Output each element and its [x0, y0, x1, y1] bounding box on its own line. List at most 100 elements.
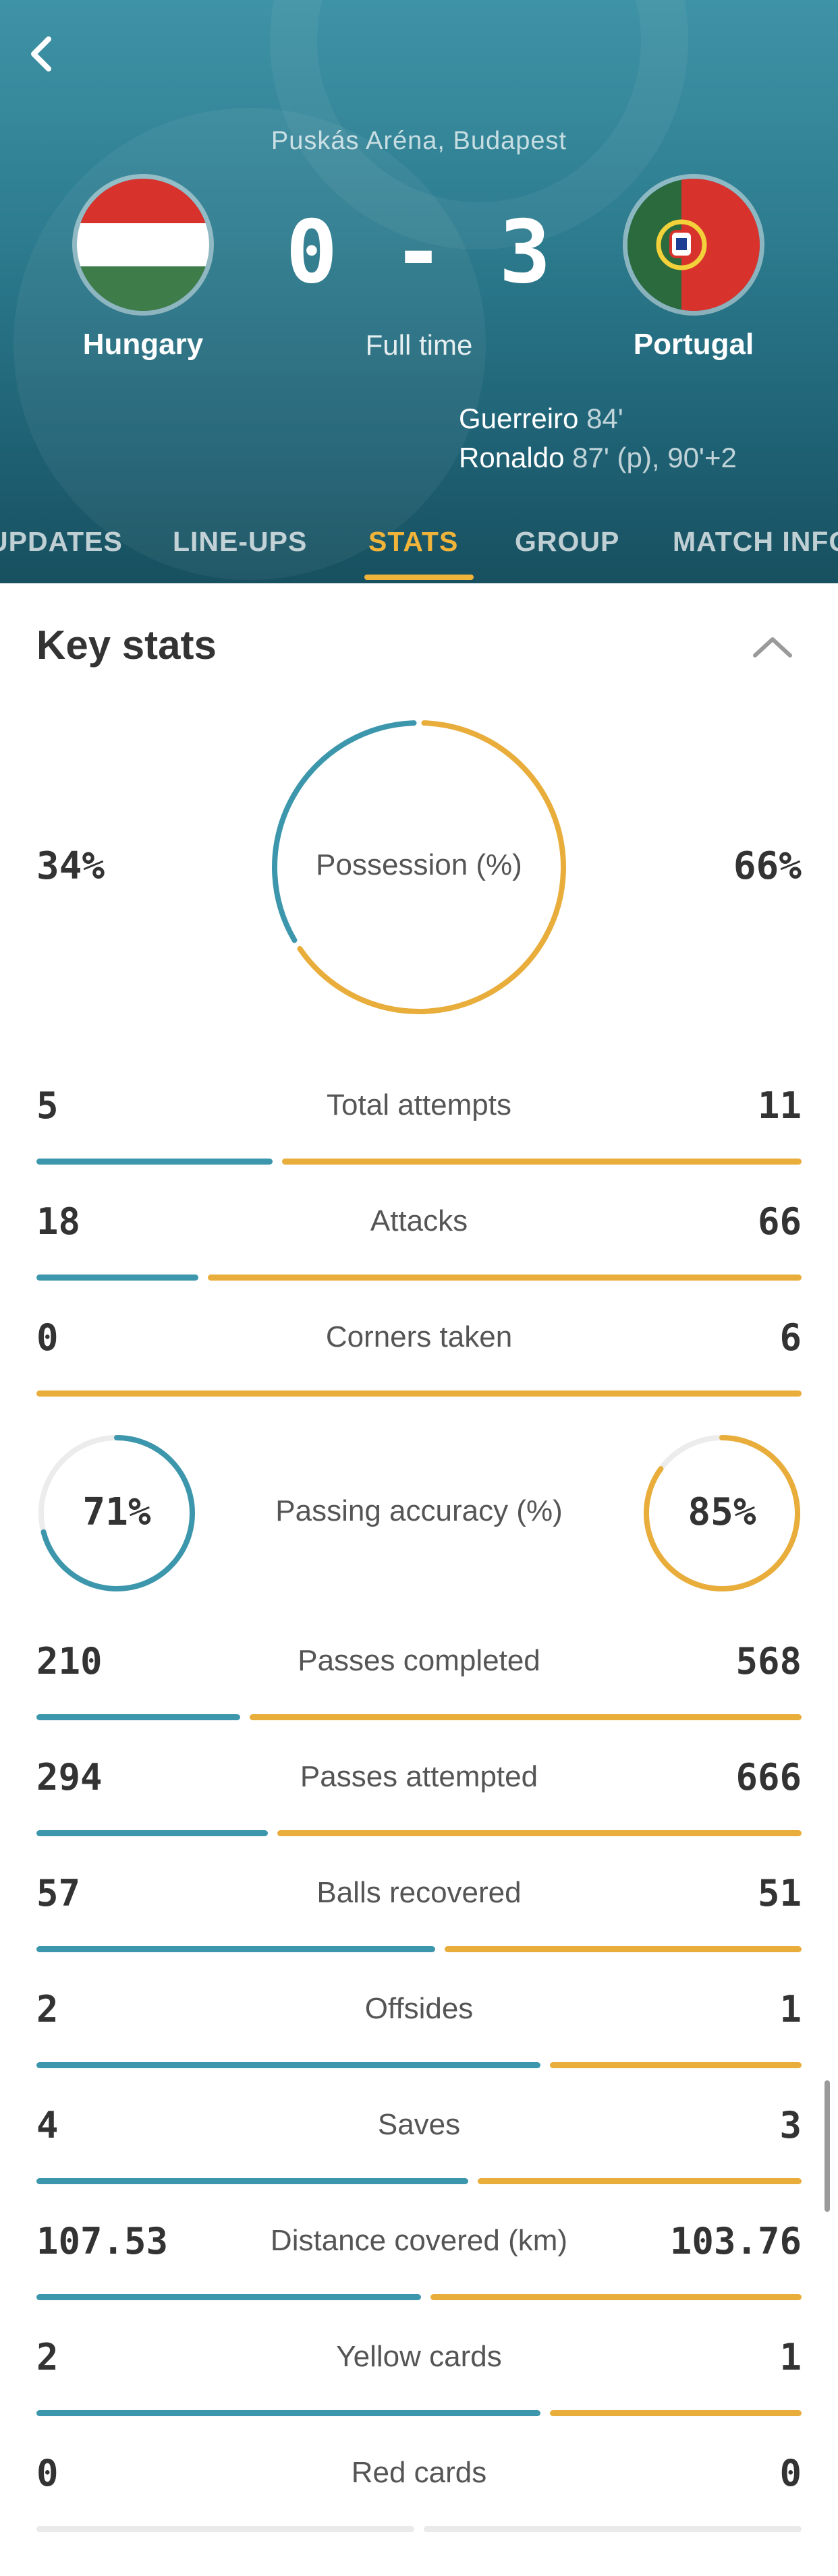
away-stat-bar: [549, 2062, 802, 2068]
match-tabs: UPDATES LINE-UPS STATS GROUP MATCH INFO: [0, 519, 838, 583]
stat-label: Passes attempted: [300, 1760, 538, 1793]
away-stat-value: 568: [735, 1640, 802, 1682]
scorer-line: Guerreiro 84': [459, 399, 737, 438]
home-stat-value: 0: [36, 2452, 59, 2494]
away-stat-value: 66: [757, 1200, 802, 1243]
possession-home-arc: [272, 720, 417, 943]
away-stat-bar: [250, 1714, 802, 1720]
away-stat-value: 3: [779, 2104, 802, 2146]
match-score: 0 - 3: [285, 202, 553, 303]
key-stats-title: Key stats: [36, 622, 217, 668]
away-stat-bar: [36, 1391, 802, 1397]
home-stat-bar: [36, 2410, 540, 2416]
home-stat-bar: [36, 2178, 468, 2184]
home-team-name[interactable]: Hungary: [82, 328, 204, 361]
stat-row: 4 Saves 3: [0, 2104, 838, 2220]
home-stat-bar: [36, 1159, 273, 1165]
home-stat-value: 57: [36, 1872, 81, 1914]
away-stat-value: 11: [757, 1084, 802, 1127]
away-stat-value: 1: [779, 2336, 802, 2378]
match-header: Puskás Aréna, Budapest Hungary Portugal …: [0, 0, 838, 583]
away-team-name[interactable]: Portugal: [633, 328, 754, 361]
stat-label: Total attempts: [327, 1088, 511, 1121]
stat-row: 294 Passes attempted 666: [0, 1756, 838, 1872]
home-accuracy-arc: [40, 1435, 195, 1591]
away-stat-bar: [478, 2178, 802, 2184]
scorer-line: Ronaldo 87' (p), 90'+2: [459, 438, 737, 477]
away-stat-bar: [277, 1830, 802, 1836]
stat-label: Yellow cards: [336, 2340, 502, 2373]
home-passing-accuracy-ring: [38, 1435, 195, 1591]
home-stat-value: 0: [36, 1316, 59, 1359]
stat-row: 5 Total attempts 11: [0, 1084, 838, 1200]
away-passing-accuracy: 85%: [688, 1490, 756, 1534]
home-possession: 34%: [36, 844, 105, 888]
scrollbar[interactable]: [825, 2080, 830, 2212]
tab-line-ups[interactable]: LINE-UPS: [173, 526, 308, 557]
tab-group[interactable]: GROUP: [515, 526, 620, 557]
home-stat-value: 2: [36, 1988, 59, 2030]
chevron-left-icon: [31, 36, 51, 71]
goal-scorers: Guerreiro 84' Ronaldo 87' (p), 90'+2: [459, 399, 737, 477]
away-stat-value: 666: [735, 1756, 802, 1798]
away-stat-bar: [430, 2294, 802, 2300]
scorer-name: Ronaldo: [459, 442, 565, 473]
home-stat-value: 2: [36, 2336, 59, 2378]
home-stat-bar: [36, 1830, 268, 1836]
away-stat-bar: [549, 2410, 802, 2416]
away-passing-accuracy-ring: [644, 1435, 800, 1591]
home-stat-bar: [36, 2294, 421, 2300]
away-stat-bar: [445, 1946, 802, 1952]
scorer-name: Guerreiro: [459, 403, 579, 434]
stat-label: Balls recovered: [316, 1876, 522, 1909]
venue: Puskás Aréna, Budapest: [271, 127, 567, 155]
stat-label: Corners taken: [325, 1320, 513, 1353]
stat-row: 57 Balls recovered 51: [0, 1872, 838, 1988]
tab-updates[interactable]: UPDATES: [0, 526, 123, 557]
stat-row: 2 Offsides 1: [0, 1988, 838, 2104]
stat-label: Red cards: [351, 2456, 487, 2489]
stat-row: 2 Yellow cards 1: [0, 2336, 838, 2452]
away-accuracy-arc: [644, 1435, 800, 1591]
home-stat-bar: [36, 2062, 540, 2068]
away-stat-value: 103.76: [669, 2220, 802, 2262]
tab-match-info[interactable]: MATCH INFO: [673, 526, 838, 557]
away-stat-value: 1: [779, 1988, 802, 2030]
active-tab-indicator: [364, 575, 474, 580]
stat-label: Saves: [377, 2108, 461, 2141]
scorer-minutes: 84': [586, 403, 623, 434]
away-stat-value: 6: [779, 1316, 802, 1359]
chevron-up-icon: [753, 637, 792, 657]
away-stat-bar: [208, 1275, 802, 1281]
stat-bar-empty: [424, 2526, 802, 2532]
home-stat-value: 5: [36, 1084, 59, 1127]
stat-bar-empty: [36, 2526, 414, 2532]
stat-label: Attacks: [370, 1204, 468, 1237]
match-status: Full time: [365, 329, 473, 361]
possession-label: Possession (%): [316, 848, 522, 881]
possession-donut: [272, 720, 567, 1014]
possession-away-arc: [297, 720, 567, 1014]
home-stat-value: 18: [36, 1200, 81, 1243]
stat-row: 107.53 Distance covered (km) 103.76: [0, 2220, 838, 2336]
stat-row: 210 Passes completed 568: [0, 1640, 838, 1756]
stat-label: Offsides: [364, 1992, 474, 2025]
home-stat-value: 210: [36, 1640, 103, 1682]
home-stat-value: 107.53: [36, 2220, 169, 2262]
home-stat-value: 294: [36, 1756, 103, 1798]
home-stat-bar: [36, 1946, 436, 1952]
away-stat-value: 51: [757, 1872, 802, 1914]
stat-row: 0 Red cards 0: [0, 2452, 838, 2568]
stat-row: 18 Attacks 66: [0, 1200, 838, 1316]
home-stat-value: 4: [36, 2104, 59, 2146]
away-stat-value: 0: [779, 2452, 802, 2494]
away-possession: 66%: [733, 844, 802, 888]
passing-accuracy-label: Passing accuracy (%): [275, 1494, 563, 1527]
home-stat-bar: [36, 1275, 198, 1281]
collapse-button[interactable]: [746, 627, 800, 668]
stat-row: 0 Corners taken 6: [0, 1316, 838, 1432]
back-button[interactable]: [16, 27, 70, 81]
scorer-minutes: 87' (p), 90'+2: [572, 442, 737, 473]
stat-label: Passes completed: [298, 1644, 540, 1677]
tab-stats[interactable]: STATS: [368, 526, 459, 557]
